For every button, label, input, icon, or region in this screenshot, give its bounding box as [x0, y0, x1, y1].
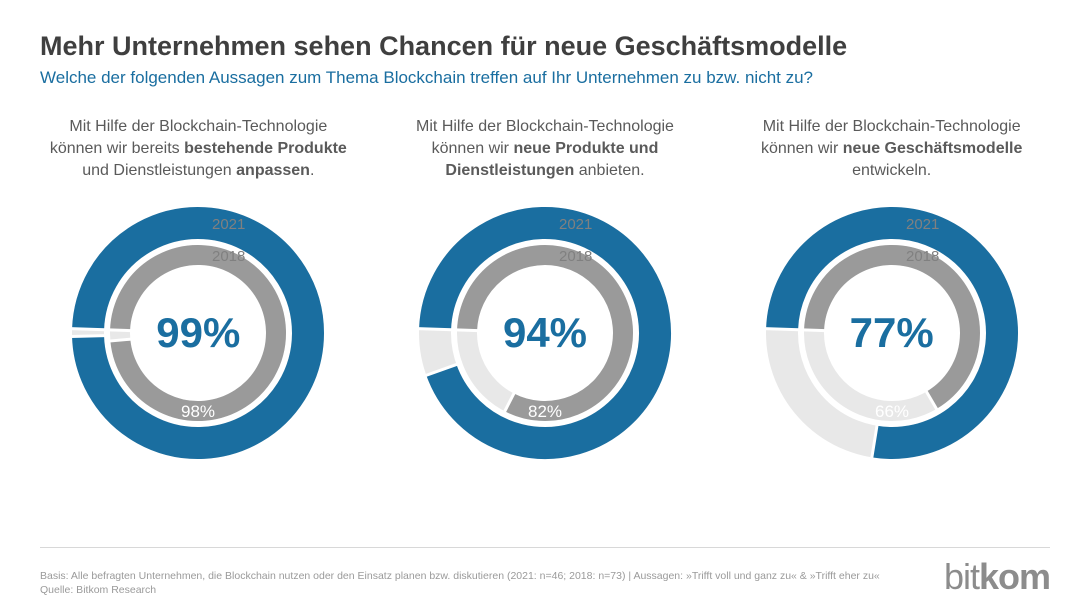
page-title: Mehr Unternehmen sehen Chancen für neue … [40, 30, 1050, 62]
statement-1: Mit Hilfe der Blockchain-Technologie kön… [43, 116, 353, 181]
donut-2-center: 94% [415, 203, 675, 463]
statement-1-post: . [310, 162, 314, 179]
statement-3-bold: neue Geschäftsmodelle [843, 140, 1023, 157]
statement-2-post: anbieten. [574, 162, 644, 179]
footer: Basis: Alle befragten Unternehmen, die B… [40, 547, 1050, 598]
statement-1-mid: und Dienstleistungen [82, 162, 236, 179]
page-subtitle: Welche der folgenden Aussagen zum Thema … [40, 68, 1050, 88]
donut-3-center: 77% [762, 203, 1022, 463]
chart-block-2: Mit Hilfe der Blockchain-Technologie kön… [387, 116, 704, 463]
chart-block-1: Mit Hilfe der Blockchain-Technologie kön… [40, 116, 357, 463]
bitkom-logo: bitkom [944, 556, 1050, 598]
donut-1-center: 99% [68, 203, 328, 463]
statement-2: Mit Hilfe der Blockchain-Technologie kön… [390, 116, 700, 181]
footnote-source: Quelle: Bitkom Research [40, 583, 880, 598]
donut-3: 2021201866% 77% [762, 203, 1022, 463]
chart-block-3: Mit Hilfe der Blockchain-Technologie kön… [733, 116, 1050, 463]
statement-1-bold2: anpassen [236, 162, 310, 179]
footnote-basis: Basis: Alle befragten Unternehmen, die B… [40, 569, 880, 584]
footnotes: Basis: Alle befragten Unternehmen, die B… [40, 569, 880, 598]
logo-light: bit [944, 556, 979, 597]
charts-row: Mit Hilfe der Blockchain-Technologie kön… [40, 116, 1050, 463]
logo-bold: kom [979, 556, 1050, 597]
statement-3-post: entwickeln. [852, 162, 931, 179]
donut-2: 2021201882% 94% [415, 203, 675, 463]
donut-1: 2021201898% 99% [68, 203, 328, 463]
statement-1-bold: bestehende Produkte [184, 140, 347, 157]
statement-3: Mit Hilfe der Blockchain-Technologie kön… [737, 116, 1047, 181]
